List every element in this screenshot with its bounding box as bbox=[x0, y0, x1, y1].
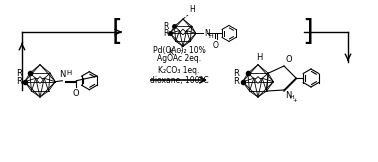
Polygon shape bbox=[37, 77, 43, 83]
Text: R: R bbox=[16, 77, 22, 86]
Text: R: R bbox=[234, 77, 239, 86]
Text: +: + bbox=[292, 98, 297, 103]
Text: [: [ bbox=[111, 18, 122, 46]
Text: R: R bbox=[234, 69, 239, 78]
Text: K₂CO₃ 1eq.: K₂CO₃ 1eq. bbox=[158, 66, 200, 75]
Text: Pd(OAc)₂ 10%: Pd(OAc)₂ 10% bbox=[153, 46, 205, 55]
Text: R: R bbox=[163, 29, 169, 38]
Text: H: H bbox=[208, 34, 213, 39]
Text: O: O bbox=[285, 55, 291, 64]
Text: O: O bbox=[213, 41, 219, 50]
Text: R: R bbox=[16, 69, 22, 78]
Polygon shape bbox=[180, 29, 186, 35]
Text: R: R bbox=[163, 23, 169, 31]
Text: dioxane, 100°C: dioxane, 100°C bbox=[150, 76, 208, 85]
Text: +: + bbox=[177, 48, 182, 53]
Text: H: H bbox=[256, 53, 262, 62]
Text: O: O bbox=[73, 89, 80, 98]
Text: N: N bbox=[204, 29, 210, 38]
Text: H: H bbox=[189, 5, 195, 14]
Text: AgOAc 2eq.: AgOAc 2eq. bbox=[157, 54, 201, 63]
Text: H: H bbox=[66, 70, 71, 76]
Text: ]: ] bbox=[302, 18, 313, 46]
Text: H: H bbox=[289, 95, 294, 100]
Text: K: K bbox=[168, 48, 173, 57]
Text: N: N bbox=[59, 70, 65, 79]
Polygon shape bbox=[255, 77, 262, 83]
Text: N: N bbox=[285, 91, 291, 100]
